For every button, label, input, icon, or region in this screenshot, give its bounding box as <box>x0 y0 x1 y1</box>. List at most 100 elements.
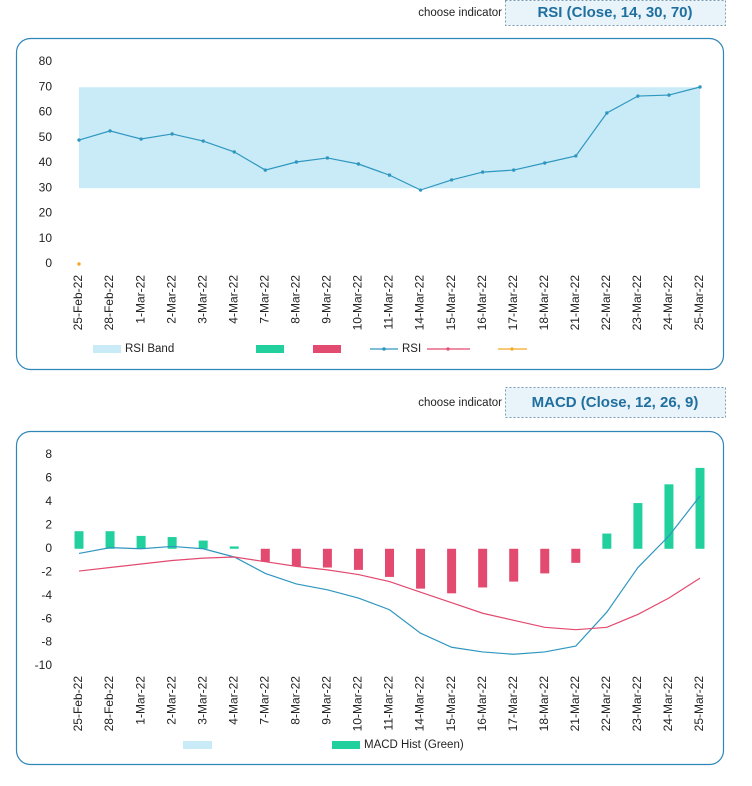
x-tick-label: 11-Mar-22 <box>382 275 396 330</box>
y-tick-label: -6 <box>41 611 52 625</box>
point <box>667 93 671 97</box>
x-tick-label: 8-Mar-22 <box>289 676 303 725</box>
point <box>449 178 454 182</box>
bar <box>322 548 332 568</box>
point <box>512 168 516 172</box>
bar <box>416 548 426 589</box>
line-series <box>78 556 701 631</box>
indicator-value[interactable]: RSI (Close, 14, 30, 70) <box>537 4 692 21</box>
y-tick-label: 50 <box>39 130 53 144</box>
x-tick-label: 16-Mar-22 <box>475 275 489 331</box>
point <box>77 138 81 142</box>
bar <box>602 533 612 549</box>
point <box>387 173 392 177</box>
bar <box>260 548 270 562</box>
bar <box>105 531 115 549</box>
x-tick-label: 22-Mar-22 <box>599 275 613 331</box>
bar <box>136 535 146 549</box>
x-tick-label: 25-Feb-22 <box>71 676 85 732</box>
bar <box>540 548 550 574</box>
y-tick-label: 30 <box>39 180 53 194</box>
bar <box>353 548 363 570</box>
point <box>232 150 236 154</box>
point <box>170 132 174 136</box>
x-tick-label: 14-Mar-22 <box>413 275 427 331</box>
indicator-dropdown[interactable] <box>505 387 726 418</box>
bar <box>291 548 301 567</box>
y-tick-label: 80 <box>39 54 53 68</box>
x-tick-label: 18-Mar-22 <box>537 676 551 732</box>
point <box>356 162 361 166</box>
bar <box>447 548 457 594</box>
y-tick-label: 4 <box>45 494 52 508</box>
point <box>294 160 299 164</box>
x-tick-label: 7-Mar-22 <box>257 676 271 725</box>
legend-label: RSI <box>402 343 421 355</box>
x-tick-label: 15-Mar-22 <box>444 275 458 331</box>
selector-label: choose indicator <box>418 397 502 409</box>
x-tick-label: 16-Mar-22 <box>475 676 489 732</box>
point <box>77 262 81 266</box>
x-tick-label: 21-Mar-22 <box>568 676 582 732</box>
x-tick-label: 24-Mar-22 <box>661 676 675 732</box>
point <box>605 111 609 115</box>
bar <box>385 548 394 577</box>
x-tick-label: 8-Mar-22 <box>289 275 303 324</box>
x-tick-label: 1-Mar-22 <box>133 275 147 324</box>
legend-swatch <box>183 741 212 749</box>
selector-label: choose indicator <box>418 7 502 19</box>
point <box>574 154 578 158</box>
point <box>636 94 640 98</box>
point <box>325 156 330 160</box>
bar <box>198 540 208 549</box>
x-tick-label: 28-Feb-22 <box>102 676 116 732</box>
legend-swatch <box>510 347 514 351</box>
x-tick-label: 11-Mar-22 <box>382 676 396 731</box>
indicator-value[interactable]: MACD (Close, 12, 26, 9) <box>532 394 699 411</box>
indicator-dropdown[interactable] <box>505 0 726 26</box>
x-tick-label: 10-Mar-22 <box>351 676 365 732</box>
y-tick-label: 70 <box>39 79 53 93</box>
x-tick-label: 14-Mar-22 <box>413 676 427 732</box>
x-tick-label: 4-Mar-22 <box>226 275 240 324</box>
bar <box>478 548 488 588</box>
x-tick-label: 2-Mar-22 <box>164 676 178 725</box>
x-tick-label: 24-Mar-22 <box>661 275 675 331</box>
bar <box>695 467 705 549</box>
x-tick-label: 28-Feb-22 <box>102 275 116 331</box>
x-tick-label: 9-Mar-22 <box>320 275 334 324</box>
x-tick-label: 18-Mar-22 <box>537 275 551 331</box>
bar <box>633 503 643 549</box>
point <box>418 188 423 192</box>
x-tick-label: 9-Mar-22 <box>320 676 334 725</box>
x-tick-label: 25-Mar-22 <box>692 275 706 331</box>
x-tick-label: 1-Mar-22 <box>133 676 147 725</box>
legend-swatch <box>256 345 284 353</box>
bar <box>167 537 177 549</box>
x-tick-label: 3-Mar-22 <box>195 676 209 725</box>
line-series <box>78 495 701 655</box>
x-tick-label: 3-Mar-22 <box>195 275 209 324</box>
legend-label: RSI Band <box>125 343 174 355</box>
y-tick-label: -4 <box>41 588 52 602</box>
y-tick-label: 60 <box>39 105 53 119</box>
point <box>698 85 702 89</box>
y-tick-label: 10 <box>39 231 53 245</box>
x-tick-label: 23-Mar-22 <box>630 676 644 732</box>
y-tick-label: -8 <box>41 635 52 649</box>
point <box>201 139 205 143</box>
legend-swatch <box>93 345 121 353</box>
x-tick-label: 10-Mar-22 <box>351 275 365 331</box>
y-tick-label: 20 <box>39 206 53 220</box>
bar <box>509 548 519 582</box>
y-tick-label: 40 <box>39 155 53 169</box>
bar <box>229 546 239 549</box>
point <box>543 161 547 165</box>
x-tick-label: 17-Mar-22 <box>506 275 520 331</box>
legend-swatch <box>446 347 450 351</box>
x-tick-label: 15-Mar-22 <box>444 676 458 732</box>
point <box>263 168 267 172</box>
band <box>79 87 700 189</box>
